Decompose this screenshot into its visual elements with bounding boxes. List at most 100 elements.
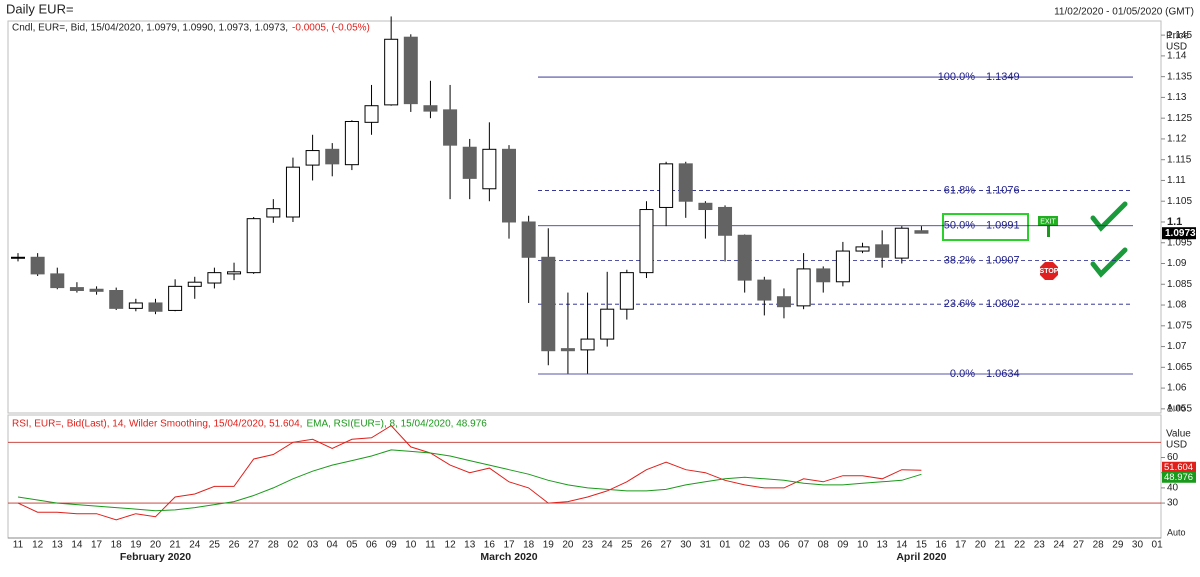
- highlight-box: [942, 213, 1029, 241]
- candle-body: [227, 271, 242, 275]
- candle-body: [207, 272, 222, 284]
- fib-percent: 0.0%: [950, 368, 975, 380]
- candle-body: [855, 246, 870, 252]
- x-tick-label: 20: [562, 540, 574, 551]
- x-tick-label: 14: [896, 540, 908, 551]
- candle-body: [305, 150, 320, 166]
- x-tick-label: 02: [739, 540, 751, 551]
- axis-label: Value: [1166, 429, 1191, 440]
- candle-body: [187, 281, 202, 287]
- stop-sign: [1040, 262, 1058, 280]
- x-tick-label: 20: [150, 540, 162, 551]
- y-tick-label: 1.055: [1167, 403, 1192, 414]
- x-tick-label: 23: [582, 540, 594, 551]
- candle-body: [718, 206, 733, 236]
- candle-body: [894, 227, 909, 259]
- x-tick-label: 16: [936, 540, 948, 551]
- check-mark: [1090, 247, 1128, 278]
- candle-body: [639, 209, 654, 274]
- x-tick-label: 16: [484, 540, 496, 551]
- legend: Cndl, EUR=, Bid, 15/04/2020, 1.0979, 1.0…: [12, 23, 288, 34]
- candle-body: [168, 285, 183, 311]
- y-tick-label: 60: [1167, 452, 1179, 463]
- x-tick-label: 03: [759, 540, 771, 551]
- x-tick-label: 03: [307, 540, 319, 551]
- y-tick-label: 30: [1167, 498, 1179, 509]
- y-tick-label: 1.105: [1167, 196, 1192, 207]
- fib-percent: 38.2%: [944, 255, 975, 267]
- y-tick-label: 1.115: [1167, 154, 1192, 165]
- y-tick-label: 1.11: [1167, 175, 1186, 186]
- candle-body: [796, 268, 811, 307]
- value-tag-label: 51.604: [1164, 462, 1193, 473]
- x-tick-label: 22: [1014, 540, 1026, 551]
- fib-percent: 61.8%: [944, 184, 975, 196]
- candle-body: [148, 302, 163, 312]
- x-tick-label: 24: [602, 540, 614, 551]
- candle-body: [423, 105, 438, 112]
- chart-title: Daily EUR=: [6, 1, 74, 16]
- candle-body: [462, 146, 477, 179]
- y-tick-label: 1.13: [1167, 92, 1187, 103]
- x-tick-label: 25: [209, 540, 221, 551]
- candle-body: [737, 234, 752, 281]
- x-tick-label: 12: [445, 540, 457, 551]
- x-tick-label: 11: [425, 540, 436, 551]
- x-tick-label: 28: [1093, 540, 1105, 551]
- x-tick-label: 27: [661, 540, 673, 551]
- x-tick-label: 14: [71, 540, 83, 551]
- y-tick-label: 40: [1167, 483, 1179, 494]
- candle-body: [619, 272, 634, 310]
- x-tick-label: 01: [1152, 540, 1164, 551]
- candle-body: [246, 218, 261, 274]
- candle-body: [816, 268, 831, 283]
- candle-body: [521, 221, 536, 258]
- y-tick-label: 1.145: [1167, 30, 1192, 41]
- legend: EMA, RSI(EUR=), 8, 15/04/2020, 48.976: [306, 419, 487, 430]
- price-panel: [7, 20, 1162, 414]
- candle-body: [580, 338, 595, 351]
- stop-label: STOP: [1040, 268, 1059, 275]
- candle-body: [443, 109, 458, 146]
- axis-label: Price: [1166, 31, 1189, 42]
- x-tick-label: 05: [346, 540, 358, 551]
- x-tick-label: 13: [877, 540, 889, 551]
- change: -0.0005, (-0.05%): [292, 23, 370, 34]
- candle-body: [325, 148, 340, 165]
- legend: RSI, EUR=, Bid(Last), 14, Wilder Smoothi…: [12, 419, 302, 430]
- candle-body: [875, 244, 890, 258]
- x-tick-label: 26: [228, 540, 240, 551]
- x-tick-label: 01: [719, 540, 731, 551]
- x-tick-label: 19: [130, 540, 142, 551]
- x-tick-label: 27: [248, 540, 260, 551]
- y-tick-label: 1.1: [1167, 216, 1182, 228]
- y-tick-label: 1.07: [1167, 341, 1187, 352]
- candle-body: [541, 256, 556, 352]
- candle-body: [698, 202, 713, 211]
- exit-post: [1047, 225, 1050, 237]
- x-tick-label: 08: [818, 540, 830, 551]
- candle-body: [128, 302, 143, 309]
- candle-body: [384, 38, 399, 106]
- x-tick-label: 04: [327, 540, 339, 551]
- x-tick-label: 09: [386, 540, 398, 551]
- value-tag: [1162, 461, 1196, 473]
- candle-body: [109, 290, 124, 309]
- x-tick-label: 30: [680, 540, 692, 551]
- candle-body: [678, 163, 693, 202]
- x-tick-label: 26: [641, 540, 653, 551]
- scale-button: Auto: [1167, 402, 1186, 412]
- x-tick-label: 17: [91, 540, 103, 551]
- x-tick-label: 29: [1112, 540, 1124, 551]
- candle-body: [835, 250, 850, 283]
- last-price: 1.0973: [1165, 228, 1196, 239]
- y-tick-label: 1.075: [1167, 320, 1192, 331]
- x-tick-label: 24: [189, 540, 201, 551]
- candle-body: [502, 148, 516, 223]
- month-label: February 2020: [120, 551, 191, 563]
- candle-body: [69, 287, 84, 292]
- series-line: [17, 449, 922, 512]
- fib-value: 1.0991: [986, 220, 1020, 232]
- x-tick-label: 17: [503, 540, 515, 551]
